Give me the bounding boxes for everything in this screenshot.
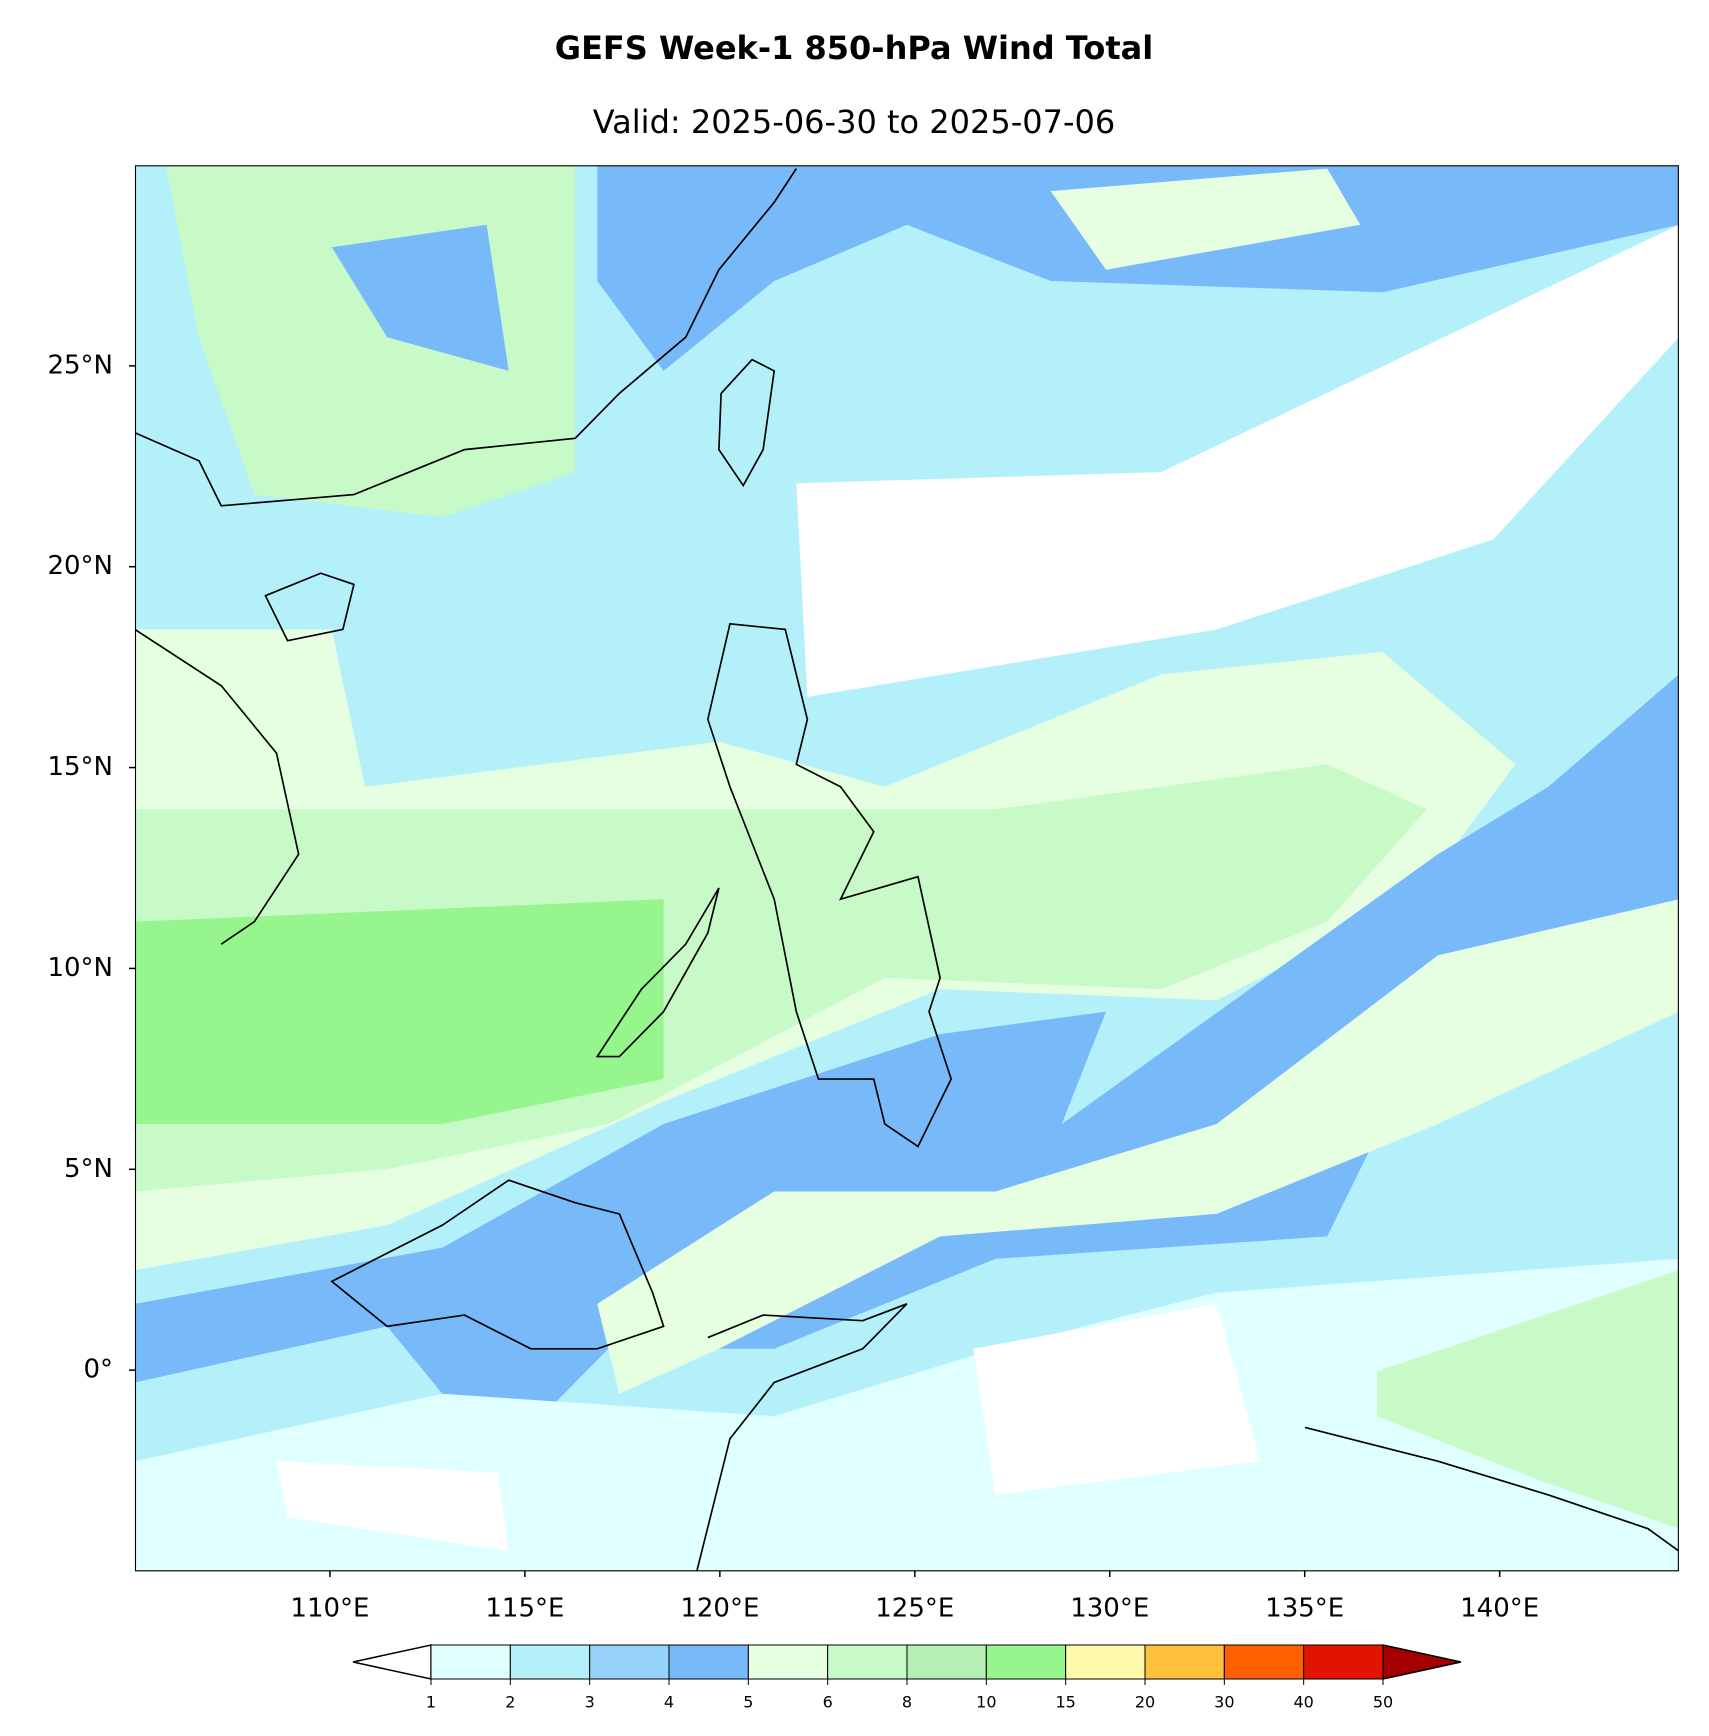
colorbar-tick-label: 2 [505,1693,515,1712]
x-tick-label: 115°E [485,1594,564,1624]
colorbar-tick-label: 50 [1373,1693,1393,1712]
colorbar-bin [668,1644,749,1680]
wind-field [134,165,1679,1572]
colorbar-tick-label: 4 [664,1693,674,1712]
colorbar-bin [906,1644,987,1680]
colorbar-bin [1303,1644,1384,1680]
colorbar-tick-label: 10 [976,1693,996,1712]
colorbar-bin [509,1644,591,1680]
colorbar-tick-label: 1 [426,1693,436,1712]
x-tick-label: 125°E [875,1594,954,1624]
colorbar-bin [985,1644,1067,1680]
colorbar-under [352,1644,432,1680]
y-tick-label: 15°N [47,752,113,782]
colorbar-bin [589,1644,670,1680]
y-tick-label: 20°N [47,551,113,581]
colorbar-tick-label: 6 [823,1693,833,1712]
x-tick-label: 110°E [290,1594,369,1624]
y-tick-label: 10°N [47,953,113,983]
y-tick-label: 5°N [64,1154,113,1184]
colorbar-tick-label: 3 [585,1693,595,1712]
x-tick-label: 140°E [1460,1594,1539,1624]
colorbar-tick-label: 8 [902,1693,912,1712]
colorbar-bin [1144,1644,1225,1680]
subtitle: Valid: 2025-06-30 to 2025-07-06 [593,103,1115,141]
colorbar-over [1382,1644,1462,1680]
colorbar-bin [827,1644,908,1680]
title: GEFS Week-1 850-hPa Wind Total [555,29,1153,67]
colorbar-tick-label: 40 [1293,1693,1313,1712]
colorbar-tick-label: 20 [1135,1693,1155,1712]
colorbar-bin [747,1644,829,1680]
colorbar-bin [1223,1644,1305,1680]
x-tick-label: 135°E [1265,1594,1344,1624]
x-tick-label: 120°E [680,1594,759,1624]
colorbar-bin [430,1644,511,1680]
y-tick-label: 0° [83,1355,113,1385]
colorbar-tick-label: 5 [743,1693,753,1712]
colorbar-bin [1065,1644,1146,1680]
x-tick-label: 130°E [1070,1594,1149,1624]
colorbar-tick-label: 15 [1055,1693,1075,1712]
y-tick-label: 25°N [47,350,113,380]
colorbar-tick-label: 30 [1214,1693,1234,1712]
